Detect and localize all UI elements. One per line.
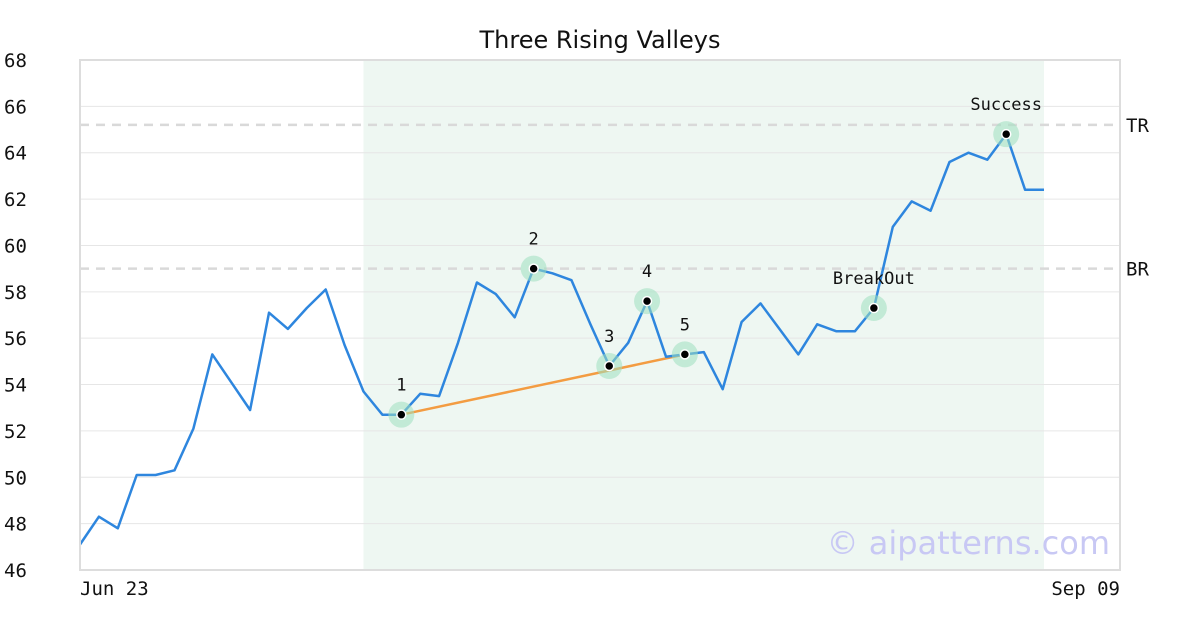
price-series-line: [78, 132, 1044, 546]
pattern-point-marker: [641, 295, 653, 307]
y-tick-label: 48: [4, 514, 27, 536]
y-tick-label: 56: [4, 328, 27, 350]
reference-label-tr: TR: [1126, 115, 1149, 137]
pattern-point-label: 1: [396, 376, 406, 396]
y-tick-label: 66: [4, 96, 27, 118]
y-tick-label: 58: [4, 282, 27, 304]
pattern-point-marker: [868, 302, 880, 314]
plot-frame: [79, 59, 1121, 571]
watermark: © aipatterns.com: [827, 524, 1110, 562]
pattern-point-label: 5: [680, 315, 690, 335]
y-tick-label: 68: [4, 50, 27, 72]
pattern-point-label: 3: [604, 327, 614, 347]
pattern-point-marker: [396, 409, 407, 420]
y-tick-label: 46: [4, 560, 27, 582]
valley-trendline: [401, 353, 686, 416]
y-tick-label: 62: [4, 189, 27, 211]
chart-title: Three Rising Valleys: [478, 26, 720, 54]
y-tick-label: 52: [4, 421, 27, 443]
pattern-point-marker: [1000, 128, 1012, 140]
pattern-point-label: BreakOut: [833, 269, 915, 289]
pattern-point-marker: [679, 349, 691, 360]
y-tick-label: 54: [4, 375, 27, 397]
pattern-point-label: Success: [970, 95, 1042, 115]
y-tick-label: 64: [4, 143, 27, 165]
y-tick-label: 50: [4, 467, 27, 489]
pattern-point-marker: [528, 263, 539, 274]
x-tick-label: Jun 23: [80, 578, 149, 600]
pattern-highlight-band: [363, 60, 1044, 570]
reference-label-br: BR: [1126, 259, 1149, 281]
y-tick-label: 60: [4, 235, 27, 257]
x-tick-label: Sep 09: [1051, 578, 1120, 600]
pattern-point-label: 2: [529, 230, 539, 250]
pattern-point-marker: [604, 360, 615, 372]
pattern-point-label: 4: [642, 262, 652, 282]
